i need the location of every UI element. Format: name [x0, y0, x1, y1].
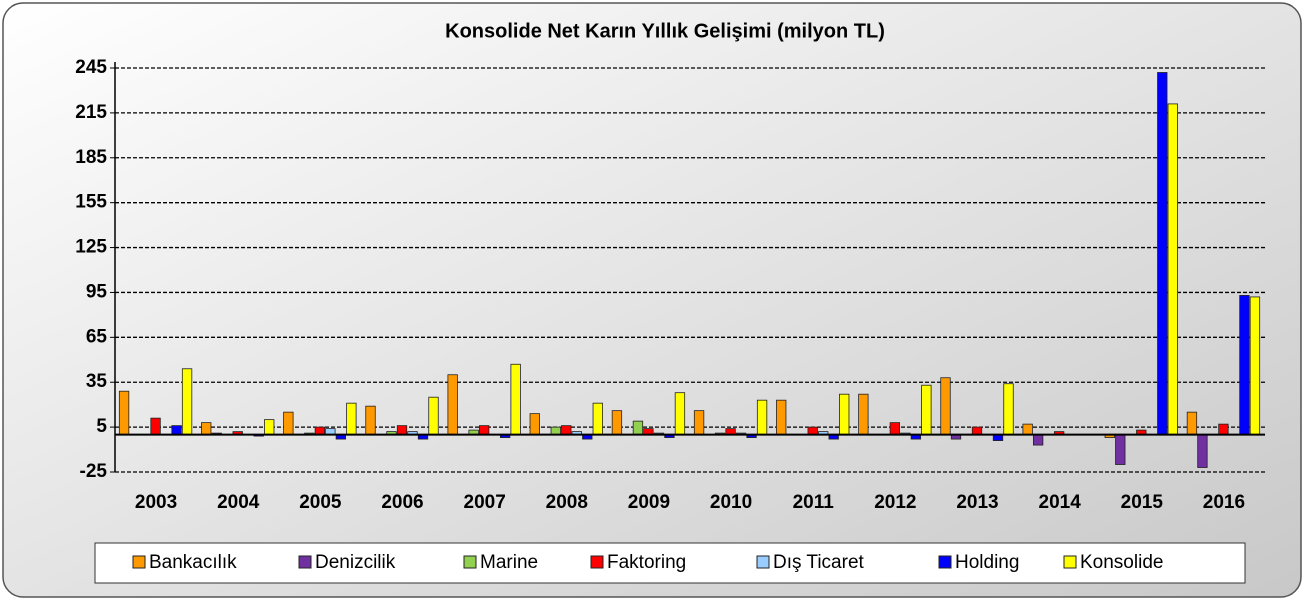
y-tick-label: 95 — [86, 281, 108, 302]
legend — [94, 542, 1246, 584]
x-tick-label: 2014 — [1039, 492, 1082, 513]
bar — [283, 411, 294, 435]
legend-marker — [938, 555, 952, 569]
bar — [201, 422, 212, 435]
bar — [550, 426, 561, 435]
legend-label: Dış Ticaret — [773, 552, 865, 573]
bar — [1249, 296, 1261, 435]
bar — [396, 425, 408, 435]
y-tick-label: 155 — [75, 192, 107, 213]
bar — [693, 410, 705, 435]
bar — [150, 417, 161, 435]
bar — [510, 363, 521, 435]
bar — [346, 402, 357, 435]
bar — [839, 393, 850, 435]
bar — [858, 393, 869, 435]
x-tick-label: 2007 — [464, 492, 506, 513]
y-tick-label: 125 — [75, 237, 107, 258]
bar — [1157, 72, 1168, 435]
bar — [632, 420, 644, 435]
bar — [592, 402, 603, 435]
bar — [1197, 434, 1208, 468]
bar — [756, 399, 768, 435]
legend-label: Konsolide — [1080, 552, 1163, 573]
x-tick-label: 2013 — [956, 492, 998, 513]
bar — [1167, 103, 1178, 435]
x-tick-label: 2006 — [381, 492, 423, 513]
bar — [561, 425, 572, 435]
bar — [776, 399, 787, 435]
bar — [674, 392, 686, 435]
bar — [807, 426, 818, 435]
chart-frame — [2, 2, 1302, 598]
bar — [529, 413, 540, 435]
x-tick-label: 2003 — [135, 492, 177, 513]
x-tick-label: 2004 — [217, 492, 260, 513]
legend-label: Faktoring — [607, 552, 686, 573]
x-tick-label: 2009 — [628, 492, 670, 513]
x-tick-label: 2015 — [1121, 492, 1164, 513]
legend-marker — [132, 555, 146, 569]
bar — [447, 374, 458, 435]
legend-label: Holding — [955, 552, 1019, 573]
bar — [1186, 411, 1198, 435]
bar — [181, 368, 193, 435]
bar — [365, 405, 376, 435]
y-tick-label: 185 — [75, 147, 107, 168]
x-tick-label: 2016 — [1203, 492, 1245, 513]
legend-marker — [756, 555, 770, 569]
legend-marker — [590, 555, 604, 569]
bar — [264, 419, 275, 435]
bar — [611, 410, 623, 435]
legend-label: Denizcilik — [315, 552, 396, 573]
x-tick-label: 2008 — [546, 492, 588, 513]
bar — [1022, 423, 1033, 435]
bar — [314, 426, 326, 435]
x-tick-label: 2005 — [299, 492, 342, 513]
bar — [1218, 423, 1229, 435]
bar — [1032, 434, 1044, 446]
bar — [971, 426, 983, 435]
legend-marker — [1063, 555, 1077, 569]
bar — [889, 422, 901, 435]
bar — [118, 390, 130, 435]
x-tick-label: 2010 — [710, 492, 752, 513]
y-tick-label: 65 — [86, 326, 108, 347]
y-tick-label: 35 — [86, 371, 108, 392]
y-tick-label: -25 — [80, 461, 108, 482]
legend-label: Bankacılık — [149, 552, 237, 573]
bar — [428, 396, 439, 435]
y-tick-label: 215 — [75, 102, 107, 123]
y-tick-label: 245 — [75, 57, 107, 78]
bar — [940, 377, 951, 435]
legend-marker — [298, 555, 312, 569]
bar — [171, 425, 182, 435]
bar — [921, 384, 932, 435]
legend-label: Marine — [480, 552, 538, 573]
bar — [1115, 434, 1126, 465]
x-tick-label: 2012 — [874, 492, 916, 513]
bar — [478, 425, 490, 435]
bar — [1003, 383, 1014, 435]
y-tick-label: 5 — [96, 416, 107, 437]
legend-marker — [463, 555, 477, 569]
chart-title: Konsolide Net Karın Yıllık Gelişimi (mil… — [445, 20, 885, 42]
x-tick-label: 2011 — [793, 492, 835, 513]
bar — [1239, 295, 1250, 435]
